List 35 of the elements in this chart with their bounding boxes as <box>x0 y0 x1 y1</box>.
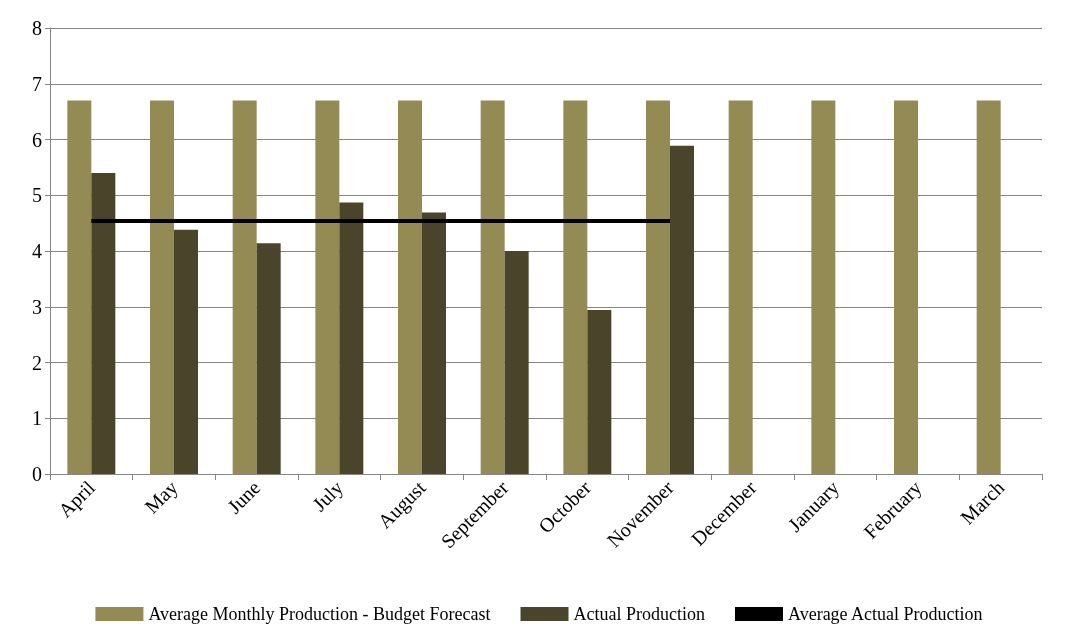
bar <box>894 100 918 474</box>
y-tick-label: 6 <box>32 128 42 151</box>
y-tick-label: 8 <box>32 17 42 39</box>
legend-label: Average Monthly Production - Budget Forecast <box>148 604 491 624</box>
bar <box>232 100 257 474</box>
bar <box>976 100 1001 474</box>
bar <box>91 172 116 474</box>
bar <box>480 100 505 474</box>
y-tick-label: 4 <box>32 240 42 262</box>
bar <box>398 100 422 474</box>
y-tick-label: 3 <box>32 295 42 318</box>
bar <box>563 100 588 474</box>
legend-label: Actual Production <box>573 604 705 624</box>
bar <box>67 100 92 474</box>
y-tick-label: 1 <box>32 407 42 430</box>
bar <box>422 212 446 474</box>
bar <box>587 310 612 474</box>
bar <box>646 100 670 474</box>
legend-label: Average Actual Production <box>787 604 983 624</box>
x-tick-label: June <box>222 476 265 518</box>
bar <box>811 100 836 474</box>
bar <box>174 229 198 474</box>
bar <box>670 145 694 474</box>
bar <box>339 202 364 474</box>
y-tick-label: 0 <box>32 463 42 485</box>
x-tick-label: May <box>140 476 183 519</box>
y-tick-label: 2 <box>32 351 42 374</box>
y-tick-label: 5 <box>32 184 42 207</box>
bar <box>728 100 753 474</box>
y-tick-label: 7 <box>32 72 42 95</box>
bar <box>315 100 340 474</box>
bar <box>150 100 174 474</box>
bar <box>504 251 529 474</box>
x-tick-label: July <box>307 476 348 517</box>
bar <box>256 243 281 474</box>
